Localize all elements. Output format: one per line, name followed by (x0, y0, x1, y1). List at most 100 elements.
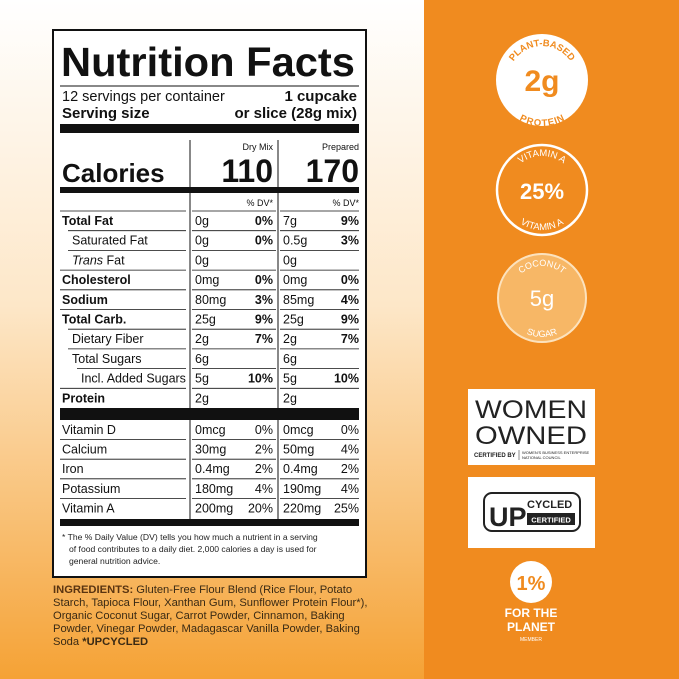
nutrient-name: Vitamin D (62, 423, 116, 437)
council: WOMEN'S BUSINESS ENTERPRISE (522, 450, 590, 455)
dry-amount: 180mg (195, 482, 233, 496)
prepared-amount: 5g (283, 372, 297, 386)
badge-bottom-text: PROTEIN (518, 113, 567, 129)
dry-dv: 2% (255, 462, 273, 476)
nutrient-name: Calcium (62, 443, 107, 457)
prepared-amount: 2g (283, 391, 297, 405)
sugar-badge (497, 253, 587, 343)
calories-value: 170 (306, 153, 359, 189)
prepared-amount: 220mg (283, 501, 321, 515)
women-owned-line: OWNED (475, 422, 587, 450)
prepared-dv: 3% (341, 234, 359, 248)
ingredients-text: Gluten-Free Flour Blend (Rice Flour, Pot… (133, 584, 352, 596)
thick-rule (60, 519, 359, 526)
prepared-dv: 0% (341, 423, 359, 437)
upcycled-cycled: CYCLED (527, 499, 572, 511)
dry-dv: 0% (255, 234, 273, 248)
dry-amount: 0mcg (195, 423, 226, 437)
thick-rule (60, 408, 359, 420)
badge-top: VITAMIN A (516, 148, 568, 166)
badge-bottom-text: SUGAR (526, 326, 559, 339)
label-box (52, 29, 367, 578)
serving-size-label: Serving size (62, 105, 150, 122)
prepared-dv: 4% (341, 482, 359, 496)
prepared-amount: 0mg (283, 273, 307, 287)
dry-amount: 30mg (195, 443, 226, 457)
dry-dv: 4% (255, 482, 273, 496)
dv-header: % DV* (246, 198, 273, 208)
ingredients: INGREDIENTS: Gluten-Free Flour Blend (Ri… (53, 584, 367, 648)
badge-value: 2g (524, 65, 559, 98)
one-percent-circle (510, 561, 552, 603)
one-percent-line: PLANET (507, 620, 556, 634)
badge-bottom-text: VITAMIN A (519, 216, 566, 233)
badge-bottom: SUGAR (526, 326, 559, 339)
nutrient-name: Iron (62, 462, 84, 476)
nutrient-name: Dietary Fiber (72, 332, 144, 346)
certified-by: CERTIFIED BY (474, 453, 516, 459)
prepared-amount: 85mg (283, 293, 314, 307)
prepared-amount: 25g (283, 313, 304, 327)
nutrient-name: Total Sugars (72, 352, 141, 366)
dry-amount: 0g (195, 214, 209, 228)
prepared-dv: 25% (334, 501, 359, 515)
prepared-dv: 4% (341, 443, 359, 457)
badge-bottom: PROTEIN (518, 113, 567, 129)
nutrient-name: Cholesterol (62, 273, 131, 287)
nutrient-name: Total Carb. (62, 313, 126, 327)
upcycled-up: UP (489, 502, 527, 532)
prepared-dv: 7% (341, 332, 359, 346)
footnote: * The % Daily Value (DV) tells you how m… (62, 532, 318, 542)
women-owned-badge (468, 389, 595, 465)
ingredients-label: INGREDIENTS: (53, 584, 133, 596)
dry-amount: 0g (195, 253, 209, 267)
one-percent-value: 1% (517, 573, 546, 595)
council: NATIONAL COUNCIL (522, 455, 561, 460)
nutrient-name: Total Fat (62, 214, 114, 228)
nutrient-name: Potassium (62, 482, 120, 496)
prepared-dv: 9% (341, 214, 359, 228)
nutrient-rows: Total Fat 0g 0% 7g 9% Saturated Fat 0g 0% 0.5g 3%… (60, 210, 359, 515)
prepared-amount: 7g (283, 214, 297, 228)
dry-amount: 80mg (195, 293, 226, 307)
ingredients-text: Soda (53, 636, 82, 648)
ingredients-line: Powder, Vinegar Powder, Madagascar Vanil… (53, 623, 360, 635)
ingredients-line: Organic Coconut Sugar, Carrot Powder, Ci… (53, 610, 345, 622)
dry-amount: 5g (195, 372, 209, 386)
column-header: Dry Mix (243, 142, 274, 152)
badge-value: 25% (520, 179, 564, 204)
prepared-amount: 0.5g (283, 234, 307, 248)
ingredients-line: Soda *UPCYCLED (53, 636, 148, 648)
thick-rule (60, 124, 359, 133)
dv-header: % DV* (332, 198, 359, 208)
women-owned-line: WOMEN (475, 396, 587, 424)
dry-amount: 6g (195, 352, 209, 366)
nutrient-name: Sodium (62, 293, 108, 307)
dry-amount: 200mg (195, 501, 233, 515)
nutrient-name: Vitamin A (62, 501, 115, 515)
thick-rule (60, 187, 359, 193)
badge-top-text: VITAMIN A (516, 148, 568, 166)
one-percent-line: FOR THE (505, 606, 558, 620)
ingredients-line: INGREDIENTS: Gluten-Free Flour Blend (Ri… (53, 584, 352, 596)
prepared-amount: 0.4mg (283, 462, 318, 476)
one-percent-member: MEMBER (520, 637, 542, 643)
dry-amount: 0g (195, 234, 209, 248)
dry-amount: 2g (195, 332, 209, 346)
servings: 12 servings per container (62, 89, 225, 105)
badge-bottom: VITAMIN A (519, 216, 566, 233)
prepared-dv: 9% (341, 313, 359, 327)
dry-amount: 25g (195, 313, 216, 327)
protein-badge (496, 34, 588, 126)
prepared-amount: 0mcg (283, 423, 314, 437)
dry-amount: 0.4mg (195, 462, 230, 476)
dry-dv: 3% (255, 293, 273, 307)
upcycled-note: *UPCYCLED (82, 636, 148, 648)
calories-label: Calories (62, 158, 165, 188)
dry-dv: 9% (255, 313, 273, 327)
footnote: of food contributes to a daily diet. 2,0… (69, 544, 317, 554)
dry-dv: 0% (255, 423, 273, 437)
prepared-amount: 6g (283, 352, 297, 366)
